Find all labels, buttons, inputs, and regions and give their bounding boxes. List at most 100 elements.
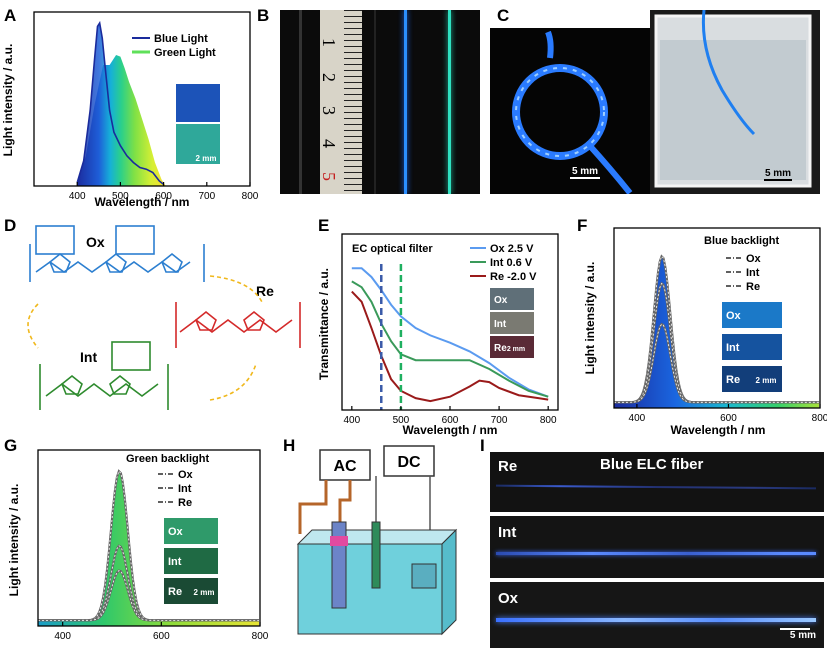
state-re-label: Re (256, 283, 274, 299)
chart-f-swatch-int (722, 334, 782, 360)
chart-g-series-0 (38, 469, 260, 622)
chart-e-series-1 (351, 280, 549, 398)
state-ox-label: Ox (86, 234, 105, 250)
ruler-number-4: 4 (319, 139, 339, 148)
chart-e-scale-bar: 2 mm (507, 346, 525, 353)
ac-box (319, 449, 371, 481)
panel-d-schematic: Ox Re Int (27, 225, 301, 410)
fiber-row-re: Re Blue ELC fiber (490, 452, 824, 512)
chart-g-scale-bar: 2 mm (194, 588, 215, 597)
chart-g-swatch-re-label: Re (168, 586, 182, 598)
chart-f-swatch-int-label: Int (726, 342, 740, 354)
chart-e-xtick-label-2: 600 (442, 415, 459, 426)
panel-letter-f: F (577, 216, 588, 235)
chart-e-series-2 (351, 290, 549, 403)
photo-c-loop: 5 mm (490, 28, 650, 194)
chart-g-swatch-int-label: Int (168, 556, 182, 568)
chart-e-ylabel: Transmittance / a.u. (317, 268, 331, 380)
ac-label: AC (333, 458, 357, 475)
chart-g-xtick-label-0: 400 (54, 631, 71, 642)
chart-f-scale-bar: 2 mm (756, 376, 777, 385)
dc-label: DC (397, 454, 421, 471)
legend-e-re-label: Re -2.0 V (490, 271, 537, 283)
legend-g-int-label: Int (178, 483, 192, 495)
chart-e-swatch-re-label: Re (494, 343, 507, 354)
fiber-ox-line (496, 618, 816, 622)
chart-g: 400 600 800 Green backlight Light intensit… (7, 449, 269, 642)
ruler-number-2: 2 (319, 73, 339, 82)
chart-g-xtick-label-1: 600 (153, 631, 170, 642)
chart-f-xtick-label-0: 400 (629, 413, 646, 424)
chart-f-swatch-re (722, 366, 782, 392)
panel-letter-a: A (4, 6, 17, 25)
chart-e-swatch-re (490, 336, 534, 358)
photo-c-beaker: 5 mm (650, 10, 820, 194)
photo-b-divider (374, 10, 376, 194)
chart-f-swatch-re-label: Re (726, 374, 740, 386)
chart-e-swatch-int (490, 312, 534, 334)
ruler-number-3: 3 (319, 106, 339, 115)
chart-e-xtick-label-0: 400 (343, 415, 360, 426)
chart-g-ylabel: Light intensity / a.u. (7, 484, 21, 597)
chart-e-swatch-ox (490, 288, 534, 310)
chart-a-xtick-label-4: 800 (242, 191, 259, 202)
chart-g-series-2 (38, 569, 260, 622)
legend-f-ox-label: Ox (746, 253, 762, 265)
chart-f-xlabel: Wavelength / nm (671, 423, 766, 437)
legend-f-int-label: Int (746, 267, 760, 279)
fiber-scale-bar: 5 mm (789, 630, 816, 641)
chart-g-series-0-dots (38, 470, 260, 621)
fiber-int-line (496, 552, 816, 555)
chart-g-frame (37, 449, 261, 627)
panel-letter-c: C (497, 6, 510, 25)
chart-a: 400 500 600 700 800 Light intensity / a.u. W… (1, 11, 259, 209)
legend-g-re-label: Re (178, 497, 192, 509)
chart-g-swatch-int (164, 548, 218, 574)
chart-e-xtick-label-3: 700 (491, 415, 508, 426)
fiber-green-glow (448, 10, 451, 194)
chart-f-xtick-label-1: 600 (720, 413, 737, 424)
chart-a-xtick-label-3: 700 (198, 191, 215, 202)
chart-f-series-2-dots (614, 323, 820, 403)
chart-a-green-inset (176, 124, 220, 164)
int-polymer (39, 341, 169, 410)
chart-e-swatch-ox-label: Ox (494, 295, 508, 306)
ruler-number-1: 1 (319, 38, 339, 47)
chart-g-swatch-re (164, 578, 218, 604)
chart-a-xtick-label-0: 400 (69, 191, 86, 202)
fiber-row-int: Int (490, 516, 824, 578)
fiber-re-line (495, 484, 817, 490)
chart-a-ylabel: Light intensity / a.u. (1, 44, 15, 157)
dc-box (383, 445, 435, 477)
chart-g-series-1 (38, 544, 260, 622)
fiber-blue-glow (404, 10, 407, 194)
chart-e-xlabel: Wavelength / nm (403, 423, 498, 437)
ox-polymer (29, 225, 205, 282)
chart-g-title: Green backlight (126, 453, 209, 465)
chart-a-blue-area (77, 23, 164, 186)
chart-f-frame (613, 227, 821, 409)
chart-g-swatch-ox (164, 518, 218, 544)
electrolyte-tank (297, 543, 443, 635)
chart-a-xlabel: Wavelength / nm (95, 195, 190, 209)
chart-a-blue-line (76, 20, 165, 185)
panel-letter-b: B (257, 6, 270, 25)
photo-b: 1 2 3 4 5 (280, 10, 480, 194)
legend-f-re-label: Re (746, 281, 760, 293)
chart-g-series-2-dots (38, 570, 260, 621)
legend-e-ox-label: Ox 2.5 V (490, 243, 534, 255)
chart-f: 400 600 800 Blue backlight Light intensity… (583, 227, 827, 437)
chart-a-frame (33, 11, 251, 187)
chart-f-title: Blue backlight (704, 235, 780, 247)
state-arrows (27, 275, 263, 401)
legend-a-blue-label: Blue Light (154, 33, 208, 45)
chart-e-xtick-label-1: 500 (393, 415, 410, 426)
chart-a-blue-inset (176, 84, 220, 122)
chart-g-area (38, 471, 260, 626)
panel-letter-e: E (318, 216, 330, 235)
fiber-row-ox-label: Ox (498, 590, 519, 607)
photo-c-scale-right: 5 mm (765, 168, 791, 179)
fiber-row-re-label: Re (498, 458, 518, 475)
chart-f-series-0 (614, 254, 820, 404)
panel-letter-d: D (4, 216, 17, 235)
